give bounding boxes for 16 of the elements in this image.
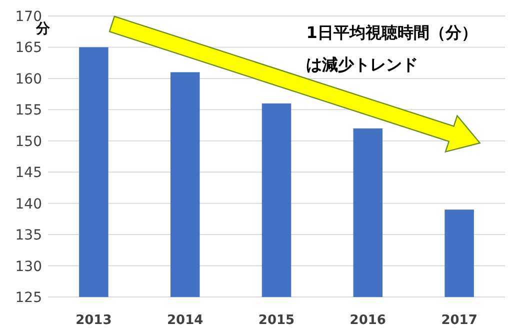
y-tick-label: 145 xyxy=(15,165,42,182)
y-tick-label: 125 xyxy=(15,290,42,306)
y-tick-label: 150 xyxy=(15,134,42,150)
x-tick-label: 2015 xyxy=(258,313,295,328)
y-tick-label: 165 xyxy=(15,40,42,56)
y-tick-label: 130 xyxy=(15,258,42,275)
x-tick-label: 2013 xyxy=(76,313,112,328)
y-tick-label: 160 xyxy=(15,71,42,88)
y-tick-label: 140 xyxy=(15,196,42,212)
x-tick-label: 2014 xyxy=(167,313,204,328)
y-tick-label: 155 xyxy=(15,102,42,119)
x-tick-label: 2016 xyxy=(350,313,386,328)
annotation: は減少トレンド xyxy=(306,55,418,74)
y-tick-label: 135 xyxy=(15,228,42,244)
annotation: 1日平均視聴時間（分） xyxy=(306,23,478,42)
x-tick-label: 2017 xyxy=(441,313,478,328)
